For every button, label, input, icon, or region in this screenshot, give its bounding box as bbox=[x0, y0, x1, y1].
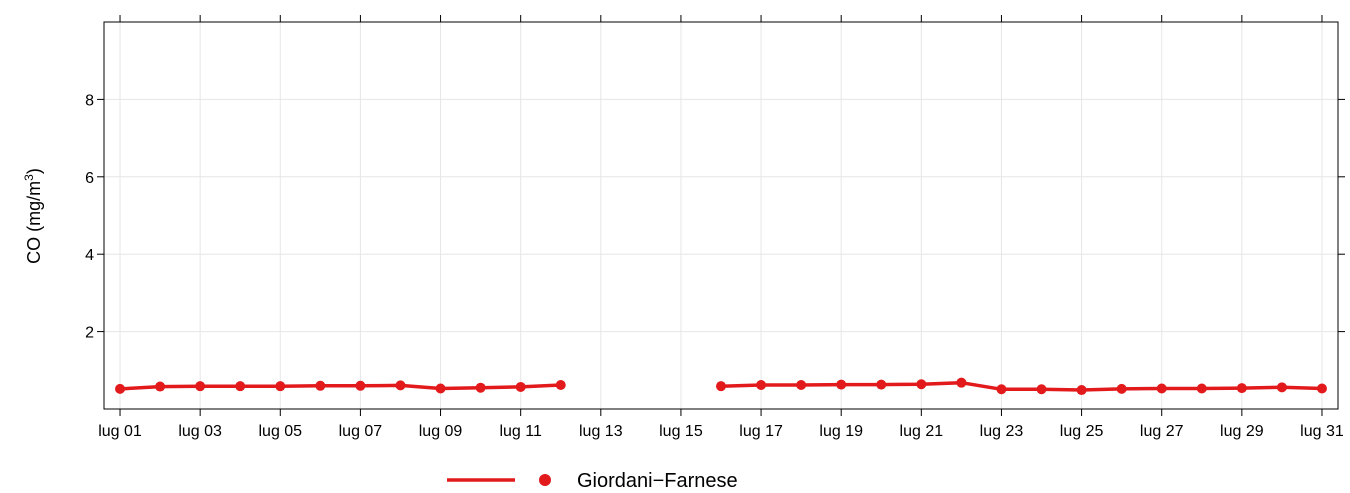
x-tick-label: lug 23 bbox=[980, 423, 1024, 440]
data-point bbox=[115, 383, 126, 394]
data-point bbox=[956, 377, 967, 388]
x-tick-label: lug 01 bbox=[98, 423, 142, 440]
data-point bbox=[355, 380, 366, 391]
y-tick-label: 8 bbox=[85, 92, 94, 109]
data-point bbox=[435, 383, 446, 394]
y-tick-label: 6 bbox=[85, 170, 94, 187]
data-point bbox=[555, 380, 566, 391]
data-point bbox=[756, 380, 767, 391]
data-point bbox=[1116, 383, 1127, 394]
data-point bbox=[916, 379, 927, 390]
data-point bbox=[1236, 383, 1247, 394]
y-tick-label: 2 bbox=[85, 325, 94, 342]
data-point bbox=[155, 381, 166, 392]
series-layer bbox=[115, 377, 1327, 396]
data-point bbox=[1196, 383, 1207, 394]
data-point bbox=[395, 380, 406, 391]
x-tick-label: lug 27 bbox=[1140, 423, 1184, 440]
grid-layer bbox=[104, 22, 1338, 409]
y-axis-title: CO (mg/m3) bbox=[22, 168, 44, 264]
x-tick-label: lug 09 bbox=[419, 423, 463, 440]
axes-layer: lug 01 lug 03 lug 05 lug 07 lug 09 lug 11 lug … bbox=[85, 15, 1345, 440]
x-tick-label: lug 03 bbox=[178, 423, 222, 440]
data-point bbox=[275, 381, 286, 392]
legend-label: Giordani−Farnese bbox=[577, 470, 738, 488]
data-point bbox=[836, 379, 847, 390]
legend-point-swatch bbox=[539, 474, 551, 486]
y-axis-title-sup: 3 bbox=[22, 174, 36, 181]
y-axis-title-close: ) bbox=[24, 168, 44, 174]
data-point bbox=[796, 380, 807, 391]
data-point bbox=[1276, 382, 1287, 393]
x-tick-label: lug 25 bbox=[1060, 423, 1104, 440]
x-tick-label: lug 21 bbox=[900, 423, 944, 440]
x-tick-label: lug 05 bbox=[258, 423, 302, 440]
data-point bbox=[235, 381, 246, 392]
data-point bbox=[1316, 383, 1327, 394]
x-tick-label: lug 07 bbox=[339, 423, 383, 440]
x-tick-label: lug 31 bbox=[1300, 423, 1344, 440]
x-tick-label: lug 17 bbox=[739, 423, 783, 440]
x-tick-label: lug 11 bbox=[499, 423, 542, 440]
y-tick-label: 4 bbox=[85, 247, 94, 264]
data-point bbox=[1076, 385, 1087, 396]
data-point bbox=[515, 381, 526, 392]
series-line bbox=[720, 380, 1323, 392]
data-point bbox=[876, 379, 887, 390]
data-point bbox=[315, 380, 326, 391]
plot-frame bbox=[103, 21, 1339, 410]
x-tick-label: lug 29 bbox=[1220, 423, 1264, 440]
data-point bbox=[996, 384, 1007, 395]
data-point bbox=[195, 381, 206, 392]
series-line bbox=[119, 383, 561, 391]
x-tick-label: lug 13 bbox=[579, 423, 623, 440]
x-tick-label: lug 19 bbox=[819, 423, 863, 440]
data-point bbox=[475, 382, 486, 393]
y-axis-label: CO (mg/m3) bbox=[22, 168, 44, 264]
legend: Giordani−Farnese bbox=[447, 470, 738, 492]
x-tick-label: lug 15 bbox=[659, 423, 703, 440]
data-point bbox=[716, 381, 726, 392]
y-axis-title-main: CO (mg/m bbox=[24, 181, 44, 264]
data-point bbox=[1036, 384, 1047, 395]
data-point bbox=[1156, 383, 1167, 394]
